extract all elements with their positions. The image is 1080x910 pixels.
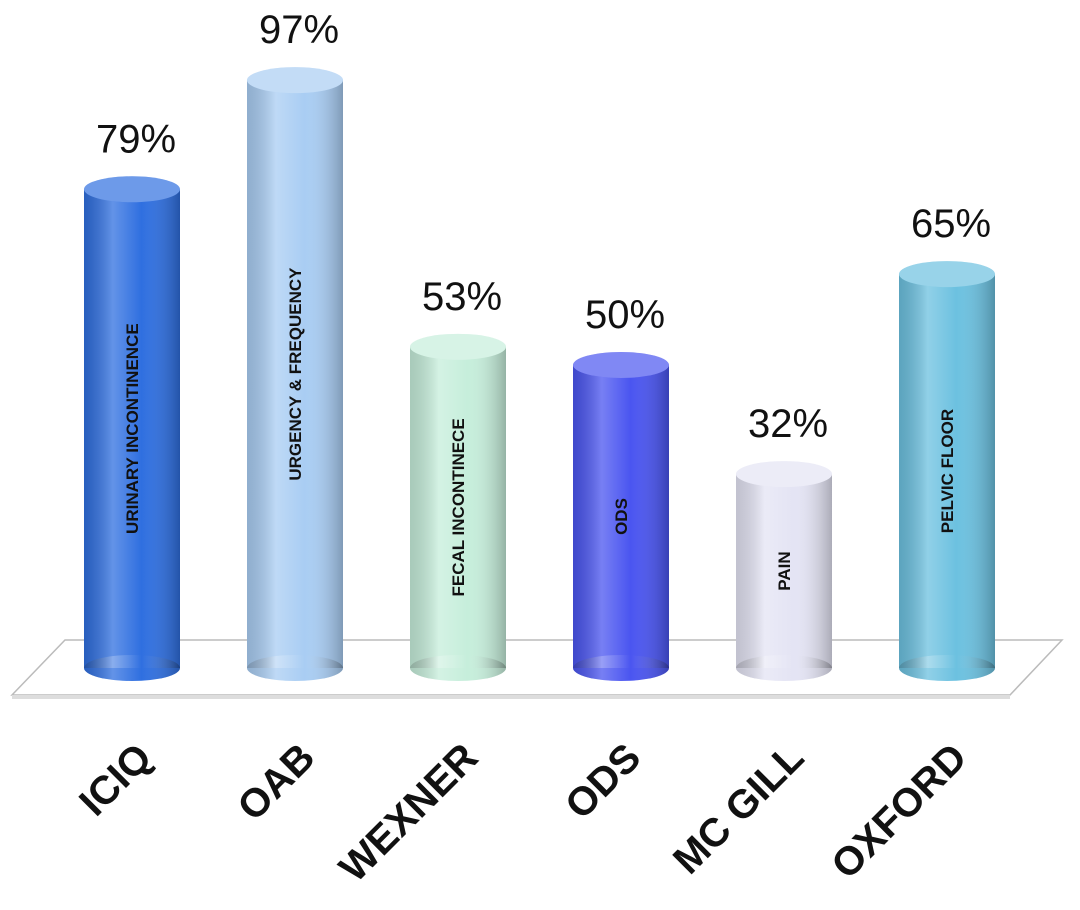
bar-top-highlight bbox=[84, 176, 180, 203]
bar-inner-label: ODS bbox=[612, 498, 631, 535]
bar-top bbox=[84, 176, 180, 203]
bar-top-highlight bbox=[410, 333, 506, 360]
bar-top-highlight bbox=[736, 461, 832, 488]
value-label: 32% bbox=[748, 402, 828, 446]
bar-top bbox=[410, 333, 506, 360]
x-tick-label: ICIQ bbox=[71, 735, 160, 824]
x-tick-label: MC GILL bbox=[665, 735, 812, 882]
value-label: 50% bbox=[585, 293, 665, 337]
x-tick-label: WEXNER bbox=[331, 735, 486, 890]
bar-inner-label: FECAL INCONTINECE bbox=[449, 418, 468, 596]
floor-edge bbox=[12, 695, 1010, 699]
value-label: 53% bbox=[422, 275, 502, 319]
bar-top-highlight bbox=[899, 261, 995, 288]
x-tick-label: OXFORD bbox=[823, 735, 975, 887]
bar-inner-label: URGENCY & FREQUENCY bbox=[286, 267, 305, 481]
bar-top bbox=[899, 261, 995, 288]
bar-shade bbox=[736, 474, 832, 668]
value-label: 97% bbox=[259, 8, 339, 52]
x-tick-label: OAB bbox=[229, 735, 323, 829]
value-label: 79% bbox=[96, 117, 176, 161]
x-tick-label: ODS bbox=[557, 735, 649, 827]
bar-shade bbox=[247, 80, 343, 669]
value-label: 65% bbox=[911, 202, 991, 246]
bar-top-highlight bbox=[247, 67, 343, 94]
bar-top bbox=[247, 67, 343, 94]
bar-top-highlight bbox=[573, 352, 669, 378]
bar-shade bbox=[573, 365, 669, 668]
bar-shade bbox=[84, 189, 180, 668]
bar-shade bbox=[899, 274, 995, 668]
bar-top bbox=[573, 352, 669, 378]
bar-shade bbox=[410, 346, 506, 668]
bar-top bbox=[736, 461, 832, 488]
bar-inner-label: URINARY INCONTINENCE bbox=[123, 323, 142, 534]
bar-inner-label: PAIN bbox=[775, 551, 794, 590]
bar-inner-label: PELVIC FLOOR bbox=[938, 409, 957, 533]
